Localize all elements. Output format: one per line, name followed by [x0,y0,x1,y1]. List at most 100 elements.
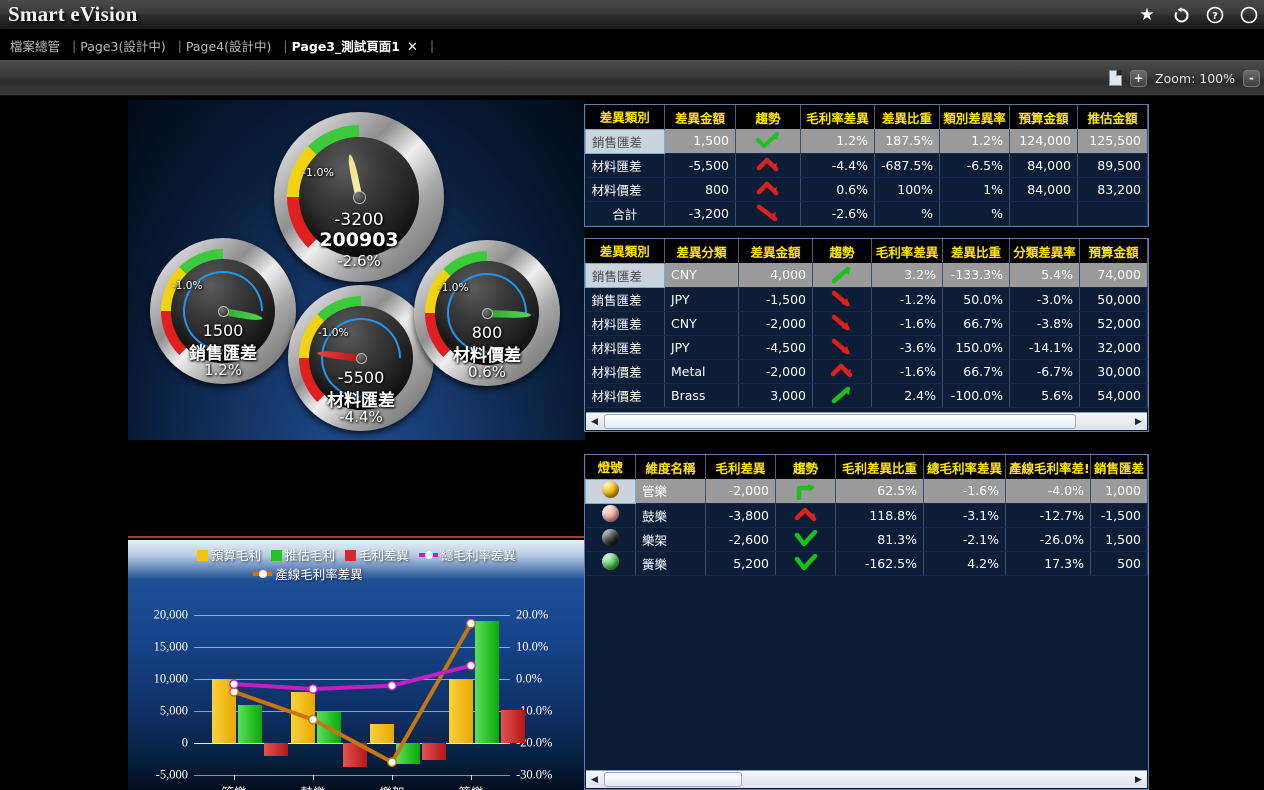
up-green-icon [755,131,781,150]
gridline [194,647,510,648]
variance-summary-table: 差異類別 差異金額 趨勢 毛利率差異 差異比重 類別差異率 預算金額 推估金額 … [585,105,1148,226]
table-row[interactable]: 材料匯差 -5,500 -4.4% -687.5% -6.5% 84,000 8… [585,153,1148,178]
legend-item-gp-variance[interactable]: 毛利差異 [345,546,409,565]
column-header[interactable]: 毛利率差異 [800,105,875,129]
column-header[interactable]: 差異比重 [874,105,940,129]
column-header[interactable]: 產線毛利率差! [1005,455,1091,479]
column-header[interactable]: 差異分類 [664,239,739,263]
column-header[interactable]: 推估金額 [1077,105,1148,129]
chart-line-overlay [229,618,476,768]
cell-line-gp-rate-variance: -26.0% [1005,527,1091,552]
toolbar: + Zoom: 100% - [0,60,1264,96]
column-header[interactable]: 毛利率差異 [871,239,943,263]
tab-page4-design[interactable]: Page4(設計中) [185,38,272,54]
y2-axis-tick: 20.0% [516,607,549,622]
tab-separator: | [177,37,182,53]
dashboard-canvas: -1.0% -3200 200903 -2.6% -1.0% 1500 銷售匯差… [0,96,1264,790]
scrollbar-track[interactable] [603,413,1130,430]
scroll-right-arrow-icon[interactable]: ▶ [1135,416,1142,427]
column-header[interactable]: 預算金額 [1079,239,1148,263]
legend-swatch [270,550,282,561]
tab-page3-design[interactable]: Page3(設計中) [80,38,166,54]
column-header[interactable]: 趨勢 [735,105,801,129]
horizontal-scrollbar[interactable]: ◀ ▶ [586,770,1147,788]
table-row[interactable]: 銷售匯差 1,500 1.2% 187.5% 1.2% 124,000 125,… [585,128,1148,154]
column-header[interactable]: 趨勢 [775,455,836,479]
horizontal-scrollbar[interactable]: ◀ ▶ [586,412,1147,430]
table-row[interactable]: 銷售匯差 CNY 4,000 3.2% -133.3% 5.4% 74,000 [585,262,1148,288]
gauge-target-label: -1.0% [318,327,349,339]
refresh-icon[interactable] [1170,4,1192,26]
cell-budget-amount: 54,000 [1079,383,1148,408]
tab-separator: | [283,37,288,53]
table-row[interactable]: 樂架 -2,600 81.3% -2.1% -26.0% 1,500 [585,527,1148,552]
table-row[interactable]: 材料價差 800 0.6% 100% 1% 84,000 83,200 [585,177,1148,202]
table-row[interactable]: 材料匯差 CNY -2,000 -1.6% 66.7% -3.8% 52,000 [585,311,1148,336]
column-header[interactable]: 差異金額 [664,105,736,129]
tab-page3-test-page1[interactable]: Page3_測試頁面1 ✕ [290,36,428,55]
column-header[interactable]: 毛利差異 [705,455,776,479]
table-row[interactable]: 材料價差 Metal -2,000 -1.6% 66.7% -6.7% 30,0… [585,359,1148,384]
table-row[interactable]: 銷售匯差 JPY -1,500 -1.2% 50.0% -3.0% 50,000 [585,287,1148,312]
cell-variance-weight: -687.5% [874,153,940,178]
tab-file-explorer[interactable]: 檔案總管 [10,38,61,54]
help-icon[interactable]: ? [1204,4,1226,26]
table-header-row: 燈號 維度名稱 毛利差異 趨勢 毛利差異比重 總毛利率差異 產線毛利率差! 銷售… [585,455,1148,479]
gauge-sales-fx[interactable]: -1.0% 1500 銷售匯差 1.2% [150,238,296,384]
scroll-left-arrow-icon[interactable]: ◀ [591,774,598,785]
gauge-target-label: -1.0% [302,166,334,179]
cell-category: 材料匯差 [585,335,665,360]
check-green-icon [793,554,819,572]
legend-item-line-gp-rate-variance[interactable]: 產線毛利率差異 [253,565,363,584]
cell-gp-variance-weight: -162.5% [835,551,924,576]
table-row[interactable]: 管樂 -2,000 62.5% -1.6% -4.0% 1,000 [585,478,1148,504]
cell-variance-weight: -100.0% [942,383,1010,408]
table-row[interactable]: 鼓樂 -3,800 118.8% -3.1% -12.7% -1,500 [585,503,1148,528]
tab-close-icon[interactable]: ✕ [406,39,418,55]
legend-swatch [345,550,356,561]
table-header-row: 差異類別 差異金額 趨勢 毛利率差異 差異比重 類別差異率 預算金額 推估金額 [585,105,1148,129]
column-header[interactable]: 燈號 [585,455,636,479]
column-header[interactable]: 銷售匯差 [1090,455,1148,479]
cell-gp-variance-weight: 62.5% [835,479,924,504]
document-icon[interactable] [1109,70,1123,86]
column-header[interactable]: 差異比重 [942,239,1010,263]
table-row[interactable]: 材料價差 Brass 3,000 2.4% -100.0% 5.6% 54,00… [585,383,1148,408]
close-icon[interactable] [1238,4,1260,26]
table-row[interactable]: 簧樂 5,200 -162.5% 4.2% 17.3% 500 [585,551,1148,576]
gauge-material-fx[interactable]: -1.0% -5500 材料匯差 -4.4% [288,285,434,431]
column-header[interactable]: 差異金額 [738,239,813,263]
gauge-percent: 1.2% [203,361,243,379]
y-axis-tick: 5,000 [159,703,188,718]
cell-budget-amount: 50,000 [1079,287,1148,312]
table-row[interactable]: 材料匯差 JPY -4,500 -3.6% 150.0% -14.1% 32,0… [585,335,1148,360]
cell-sales-fx-variance: 1,000 [1090,479,1148,504]
zoom-in-button[interactable]: - [1243,69,1260,87]
column-header[interactable]: 差異類別 [585,239,665,263]
scrollbar-thumb[interactable] [604,413,1076,429]
column-header[interactable]: 維度名稱 [635,455,706,479]
table-row[interactable]: 合計 -3,200 -2.6% % % [585,201,1148,226]
scrollbar-track[interactable] [603,771,1130,788]
gauge-total[interactable]: -1.0% -3200 200903 -2.6% [274,112,444,282]
scroll-left-arrow-icon[interactable]: ◀ [591,416,598,427]
legend-item-estimated-gp[interactable]: 推估毛利 [270,546,335,565]
column-header[interactable]: 類別差異率 [939,105,1010,129]
legend-item-budget-gp[interactable]: 預算毛利 [196,546,261,565]
zoom-out-button[interactable]: + [1130,69,1148,87]
column-header[interactable]: 分類差異率 [1009,239,1080,263]
gauge-value: -5500 [337,368,385,387]
legend-item-total-gp-rate-variance[interactable]: 總毛利率差異 [419,546,516,565]
column-header[interactable]: 趨勢 [812,239,872,263]
scrollbar-thumb[interactable] [604,771,742,787]
arrow-up-green-icon [829,386,855,404]
gauge-label: 材料匯差 [327,391,395,411]
column-header[interactable]: 毛利差異比重 [835,455,924,479]
scroll-right-arrow-icon[interactable]: ▶ [1135,774,1142,785]
column-header[interactable]: 預算金額 [1009,105,1078,129]
column-header[interactable]: 差異類別 [585,105,665,129]
gauge-hub [353,191,366,204]
column-header[interactable]: 總毛利率差異 [923,455,1006,479]
star-icon[interactable]: ★ [1139,4,1155,25]
gauge-material-price[interactable]: -1.0% 800 材料價差 0.6% [414,240,560,386]
